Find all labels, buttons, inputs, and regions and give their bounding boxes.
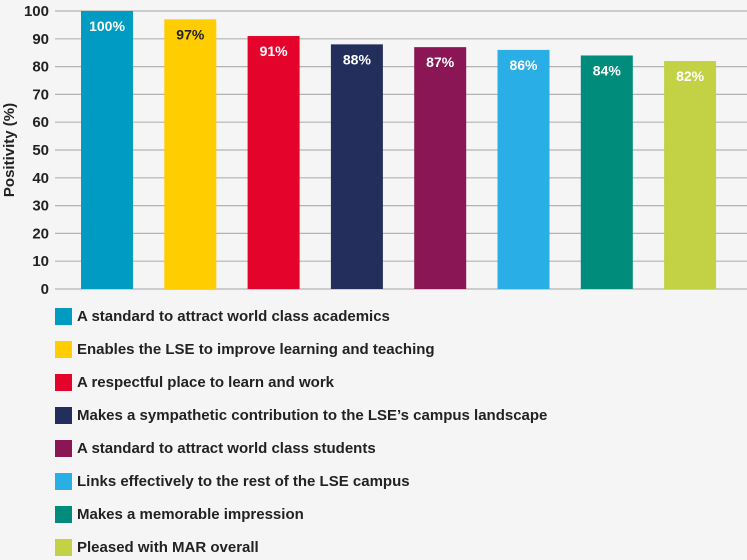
data-label: 97%: [176, 26, 205, 42]
legend-label: Pleased with MAR overall: [77, 538, 259, 556]
legend-label: A respectful place to learn and work: [77, 373, 335, 391]
data-label: 100%: [89, 18, 125, 34]
legend-label: Makes a memorable impression: [77, 505, 304, 523]
y-tick-label: 10: [32, 253, 49, 270]
y-tick-label: 50: [32, 142, 49, 159]
legend-swatch: [55, 538, 72, 556]
y-tick-label: 30: [32, 198, 49, 215]
legend-swatch: [55, 340, 72, 358]
data-label: 87%: [426, 54, 455, 70]
legend-swatch: [55, 439, 72, 457]
legend-swatch: [55, 307, 72, 325]
y-tick-label: 40: [32, 170, 49, 187]
bar: [330, 44, 383, 289]
legend-item: A respectful place to learn and work: [55, 372, 334, 392]
data-label: 88%: [343, 51, 372, 67]
data-label: 82%: [676, 68, 705, 84]
legend-item: A standard to attract world class academ…: [55, 306, 390, 326]
bar: [580, 55, 633, 290]
data-label: 91%: [260, 43, 289, 59]
y-axis-label: Positivity (%): [1, 103, 18, 197]
bar: [247, 36, 300, 289]
legend-swatch: [55, 406, 72, 424]
bar: [497, 49, 550, 289]
legend-label: A standard to attract world class studen…: [77, 439, 376, 457]
legend-label: Makes a sympathetic contribution to the …: [77, 406, 548, 424]
y-tick-label: 80: [32, 59, 49, 76]
bar-chart: 0 10 20 30 40 50 60 70 80 90 100 Positivity (%) 100%…: [1, 3, 747, 298]
data-label: 86%: [509, 57, 538, 73]
legend-item: A standard to attract world class studen…: [55, 438, 376, 458]
legend-item: Makes a sympathetic contribution to the …: [55, 405, 547, 425]
legend-item: Enables the LSE to improve learning and …: [55, 339, 435, 359]
legend-label: A standard to attract world class academ…: [77, 307, 390, 325]
legend-swatch: [55, 472, 72, 490]
y-tick-label: 70: [32, 86, 49, 103]
legend-label: Links effectively to the rest of the LSE…: [77, 472, 410, 490]
legend-item: Makes a memorable impression: [55, 504, 304, 524]
y-tick-label: 0: [41, 281, 49, 298]
bar: [664, 61, 717, 289]
legend-item: Links effectively to the rest of the LSE…: [55, 471, 410, 491]
legend-swatch: [55, 373, 72, 391]
bar: [81, 11, 133, 289]
legend-item: Pleased with MAR overall: [55, 537, 259, 557]
legend-swatch: [55, 505, 72, 523]
y-tick-label: 20: [32, 225, 49, 242]
y-tick-label: 100: [24, 3, 49, 20]
bar: [164, 19, 217, 290]
y-tick-label: 90: [32, 31, 49, 48]
data-label: 84%: [593, 62, 622, 78]
legend-label: Enables the LSE to improve learning and …: [77, 340, 435, 358]
y-tick-label: 60: [32, 114, 49, 131]
bar: [414, 47, 467, 289]
